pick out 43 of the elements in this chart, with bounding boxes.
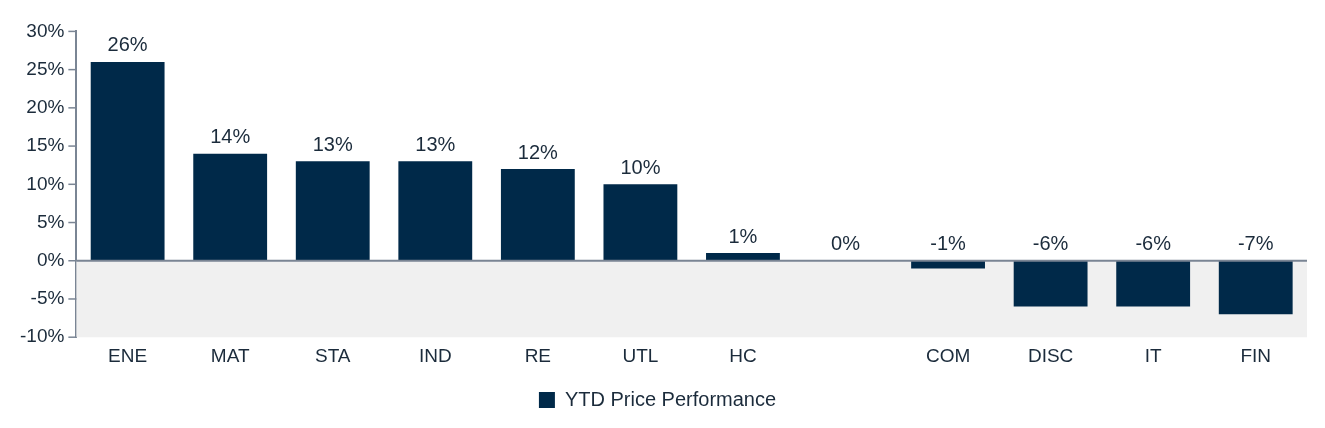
y-tick-label: 30% xyxy=(26,19,65,41)
bar xyxy=(1116,260,1191,307)
y-tick-label: -5% xyxy=(30,287,65,309)
x-tick-label: HC xyxy=(729,344,757,366)
x-tick-label: RE xyxy=(524,344,552,366)
bar xyxy=(90,61,165,261)
y-tick-label: 15% xyxy=(26,134,65,156)
data-label: -7% xyxy=(1237,232,1274,255)
data-label: -6% xyxy=(1032,232,1069,255)
data-label: -6% xyxy=(1135,232,1172,255)
y-tick-label: 0% xyxy=(36,248,65,270)
bar xyxy=(295,161,370,261)
x-tick-label: ENE xyxy=(108,344,148,366)
bar xyxy=(706,253,780,261)
x-tick-label: IT xyxy=(1144,344,1162,366)
data-label: 14% xyxy=(210,125,251,148)
y-tick-label: 5% xyxy=(36,210,65,232)
x-tick-label: DISC xyxy=(1027,344,1074,366)
x-tick-label: IND xyxy=(418,344,452,366)
legend-label: YTD Price Performance xyxy=(564,387,777,410)
x-tick-label: MAT xyxy=(210,344,250,366)
x-tick-label: STA xyxy=(314,344,351,366)
data-label: 12% xyxy=(517,140,559,163)
bar xyxy=(1013,260,1088,307)
data-label: -1% xyxy=(930,232,967,255)
bar xyxy=(193,153,268,261)
y-tick-label: 20% xyxy=(26,96,65,118)
data-label: 26% xyxy=(107,33,148,56)
bar xyxy=(398,161,473,261)
x-tick-label: UTL xyxy=(622,344,659,366)
x-tick-label: COM xyxy=(925,344,971,366)
data-label: 0% xyxy=(831,232,861,255)
data-label: 13% xyxy=(312,132,353,155)
data-label: 10% xyxy=(620,155,661,178)
bar xyxy=(500,169,575,261)
bar xyxy=(603,184,678,261)
y-tick-label: -10% xyxy=(20,325,65,347)
y-tick-label: 25% xyxy=(26,57,65,79)
y-tick-label: 10% xyxy=(26,172,65,194)
x-tick-label: FIN xyxy=(1240,344,1272,366)
bar xyxy=(1218,260,1293,315)
data-label: 13% xyxy=(415,132,456,155)
data-label: 1% xyxy=(728,224,758,247)
